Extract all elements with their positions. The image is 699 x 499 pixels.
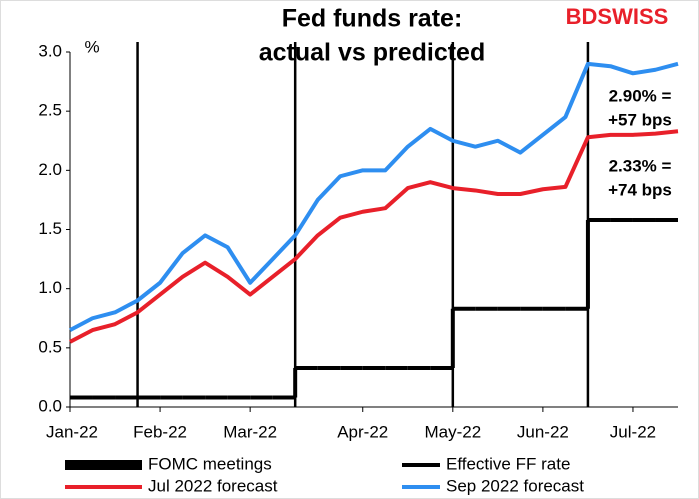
legend-label: Effective FF rate — [446, 454, 570, 473]
legend-label: FOMC meetings — [148, 454, 272, 473]
x-tick-label: Jun-22 — [517, 422, 569, 441]
x-tick-label: Jan-22 — [46, 422, 98, 441]
logo: BDSWISS — [566, 4, 669, 29]
x-tick-label: Apr-22 — [337, 422, 388, 441]
x-tick-label: Feb-22 — [133, 422, 187, 441]
chart-title: Fed funds rate: — [282, 5, 463, 33]
y-tick-label: 0.5 — [38, 337, 62, 356]
annotation: +57 bps — [608, 110, 672, 129]
legend-label: Jul 2022 forecast — [148, 476, 278, 495]
y-tick-label: 3.0 — [38, 41, 62, 60]
y-axis-label: % — [84, 37, 99, 56]
y-tick-label: 2.0 — [38, 160, 62, 179]
x-tick-label: May-22 — [424, 422, 481, 441]
chart-title: actual vs predicted — [259, 39, 485, 67]
x-tick-label: Mar-22 — [223, 422, 277, 441]
annotation: 2.90% = — [609, 86, 672, 105]
x-tick-label: Jul-22 — [610, 422, 656, 441]
y-tick-label: 1.0 — [38, 278, 62, 297]
series-line — [69, 61, 679, 332]
y-tick-label: 0.0 — [38, 396, 62, 415]
y-tick-label: 1.5 — [38, 219, 62, 238]
annotation: 2.33% = — [609, 156, 672, 175]
y-tick-label: 2.5 — [38, 101, 62, 120]
annotation: +74 bps — [608, 180, 672, 199]
series-line — [69, 129, 679, 344]
legend-label: Sep 2022 forecast — [446, 476, 584, 495]
